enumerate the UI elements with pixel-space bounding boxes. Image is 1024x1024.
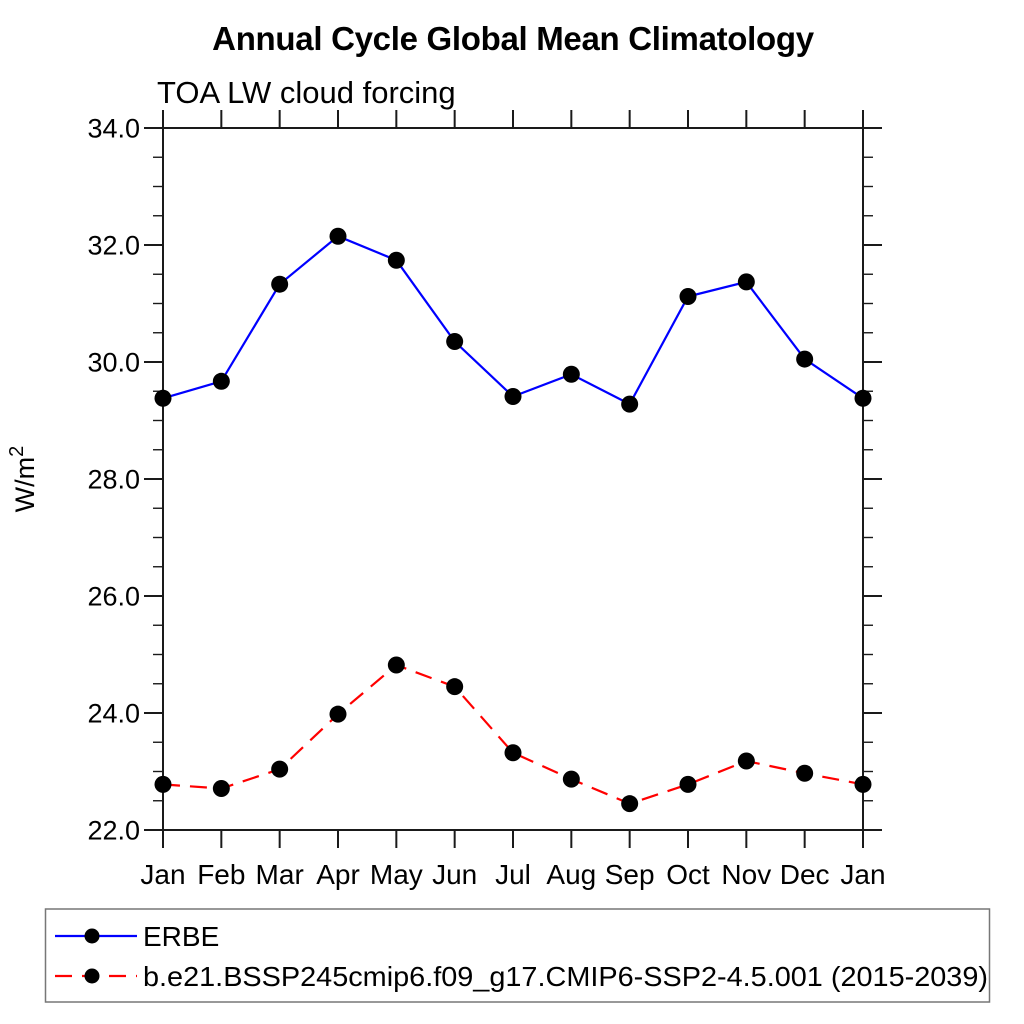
x-tick-label: Dec	[780, 859, 830, 890]
y-tick-label: 32.0	[87, 230, 140, 260]
data-point-marker	[621, 395, 639, 413]
erbe-line	[162, 234, 864, 406]
y-tick-label: 22.0	[87, 815, 140, 845]
legend-label-erbe: ERBE	[143, 921, 219, 952]
data-point-marker	[446, 678, 464, 696]
x-tick-label: May	[370, 859, 423, 890]
data-point-marker	[329, 705, 347, 723]
chart-title: Annual Cycle Global Mean Climatology	[212, 20, 815, 57]
model-line	[162, 663, 864, 805]
x-tick-label: Nov	[721, 859, 771, 890]
data-point-marker	[679, 775, 697, 793]
data-point-marker	[446, 333, 464, 351]
data-point-marker	[154, 775, 172, 793]
data-point-marker	[271, 760, 289, 778]
data-point-marker	[154, 389, 172, 407]
data-point-marker	[212, 779, 230, 797]
data-point-marker	[562, 770, 580, 788]
data-point-marker	[387, 251, 405, 269]
y-tick-label: 26.0	[87, 581, 140, 611]
legend-erbe-marker	[84, 928, 100, 944]
x-tick-label: Mar	[256, 859, 304, 890]
y-tick-label: 30.0	[87, 347, 140, 377]
x-tick-label: Feb	[197, 859, 245, 890]
y-tick-label: 24.0	[87, 698, 140, 728]
data-point-marker	[679, 287, 697, 305]
legend: ERBE b.e21.BSSP245cmip6.f09_g17.CMIP6-SS…	[44, 908, 991, 1003]
data-point-marker	[854, 389, 872, 407]
axis-labels: 22.0 24.0 26.0 28.0 30.0 32.0 34.0 Jan Feb Mar Apr…	[87, 113, 885, 890]
y-axis-label: W/m2	[6, 446, 40, 513]
data-point-marker	[271, 275, 289, 293]
data-point-marker	[212, 372, 230, 390]
data-point-marker	[562, 365, 580, 383]
chart-subtitle: TOA LW cloud forcing	[157, 75, 456, 110]
data-point-marker	[737, 752, 755, 770]
y-tick-label: 28.0	[87, 464, 140, 494]
legend-model-marker	[84, 968, 100, 984]
data-series	[154, 227, 872, 813]
x-tick-label: Oct	[666, 859, 710, 890]
data-point-marker	[796, 350, 814, 368]
x-tick-label: Jul	[495, 859, 531, 890]
data-point-marker	[329, 227, 347, 245]
x-tick-label: Aug	[546, 859, 596, 890]
data-point-marker	[737, 273, 755, 291]
axes	[144, 110, 882, 848]
x-tick-label: Jan	[840, 859, 885, 890]
data-point-marker	[796, 764, 814, 782]
data-point-marker	[854, 775, 872, 793]
data-point-marker	[504, 388, 522, 406]
y-tick-label: 34.0	[87, 113, 140, 143]
x-tick-label: Jan	[140, 859, 185, 890]
plot-border	[162, 127, 864, 831]
x-tick-label: Sep	[605, 859, 655, 890]
legend-box	[44, 908, 991, 1003]
x-tick-label: Jun	[432, 859, 477, 890]
x-tick-label: Apr	[316, 859, 360, 890]
legend-label-model: b.e21.BSSP245cmip6.f09_g17.CMIP6-SSP2-4.…	[143, 961, 988, 992]
data-point-marker	[621, 795, 639, 813]
data-point-marker	[387, 656, 405, 674]
data-point-marker	[504, 744, 522, 762]
